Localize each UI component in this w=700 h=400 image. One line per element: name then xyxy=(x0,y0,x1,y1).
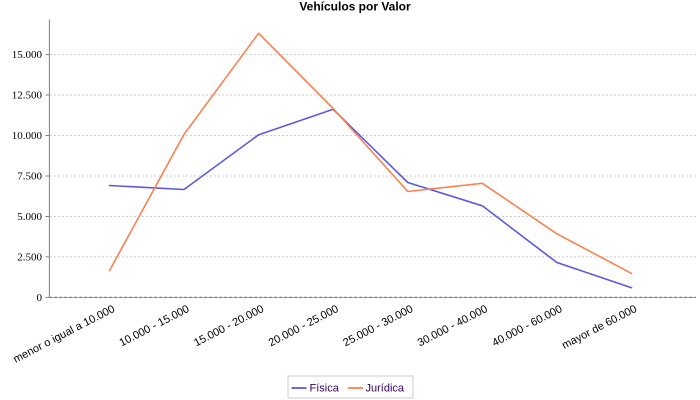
svg-text:10.000: 10.000 xyxy=(12,130,43,142)
svg-text:15.000: 15.000 xyxy=(12,49,43,61)
svg-text:0: 0 xyxy=(37,292,43,304)
svg-text:7.500: 7.500 xyxy=(17,171,42,183)
svg-text:Vehículos por Valor: Vehículos por Valor xyxy=(299,0,411,14)
svg-text:12.500: 12.500 xyxy=(12,90,43,102)
svg-text:Física: Física xyxy=(310,382,340,394)
svg-text:Jurídica: Jurídica xyxy=(366,382,405,394)
svg-text:5.000: 5.000 xyxy=(17,211,42,223)
svg-text:2.500: 2.500 xyxy=(17,251,42,263)
